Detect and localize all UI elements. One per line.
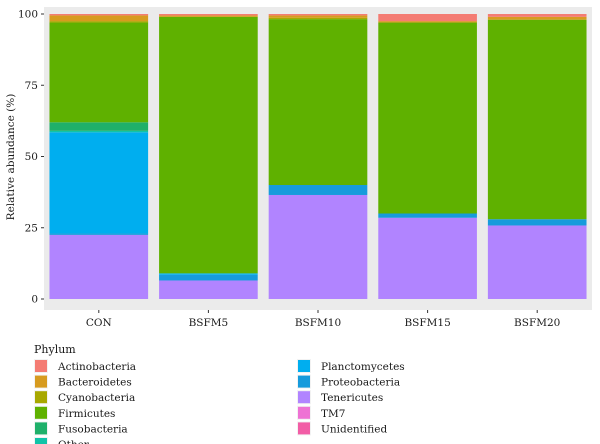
legend-label: Tenericutes bbox=[321, 392, 383, 404]
bar-segment-planctomycetes-bsfm5 bbox=[159, 273, 258, 275]
legend-title: Phylum bbox=[34, 343, 76, 356]
legend-label: Planctomycetes bbox=[321, 361, 405, 373]
legend-swatch bbox=[35, 406, 47, 419]
bar-segment-actinobacteria-bsfm10 bbox=[268, 14, 368, 16]
bar-segment-cyanobacteria-con bbox=[49, 21, 149, 23]
bar-segment-firmicutes-bsfm15 bbox=[378, 22, 477, 214]
bar-segment-planctomycetes-con bbox=[49, 132, 149, 234]
bar-segment-fusobacteria-con bbox=[49, 122, 149, 131]
bar-segment-firmicutes-con bbox=[49, 22, 149, 123]
legend-item-cyanobacteria: Cyanobacteria bbox=[34, 390, 135, 405]
bar-segment-proteobacteria-con bbox=[49, 233, 149, 235]
legend-swatch bbox=[298, 406, 310, 419]
bar-stack-bsfm10 bbox=[268, 14, 368, 299]
legend: Phylum Actinobacteria Bacteroidetes Cyanob… bbox=[34, 343, 405, 444]
legend-item-fusobacteria: Fusobacteria bbox=[34, 421, 128, 436]
bar-segment-tenericutes-con bbox=[49, 234, 149, 299]
bar-segment-bacteroidetes-con bbox=[49, 15, 149, 22]
legend-item-tm7: TM7 bbox=[297, 405, 345, 420]
bar-stack-bsfm15 bbox=[378, 14, 477, 299]
bar-segment-other-con bbox=[49, 130, 149, 133]
bar-segment-bacteroidetes-bsfm20 bbox=[487, 16, 587, 20]
bar-segment-actinobacteria-bsfm5 bbox=[159, 14, 258, 16]
bar-segment-firmicutes-bsfm5 bbox=[159, 16, 258, 274]
y-tick-label: 25 bbox=[25, 222, 38, 234]
bar-segment-actinobacteria-bsfm20 bbox=[487, 14, 587, 17]
legend-swatch bbox=[35, 422, 47, 435]
legend-item-unidentified: Unidentified bbox=[297, 421, 387, 436]
legend-item-actinobacteria: Actinobacteria bbox=[34, 359, 136, 373]
legend-item-bacteroidetes: Bacteroidetes bbox=[34, 374, 132, 389]
bar-segment-proteobacteria-bsfm10 bbox=[268, 185, 368, 195]
bar-segment-bacteroidetes-bsfm5 bbox=[159, 15, 258, 17]
bar-segment-proteobacteria-bsfm15 bbox=[378, 213, 477, 218]
bar-stack-bsfm5 bbox=[159, 14, 258, 299]
legend-label: Firmicutes bbox=[58, 408, 115, 420]
legend-swatch bbox=[298, 375, 310, 388]
legend-item-planctomycetes: Planctomycetes bbox=[297, 359, 405, 373]
y-tick-label: 0 bbox=[31, 294, 38, 306]
bar-stack-con bbox=[49, 14, 149, 299]
legend-swatch bbox=[298, 422, 310, 435]
legend-item-other: Other bbox=[34, 437, 90, 444]
y-axis: 0 25 50 75 100 bbox=[18, 9, 44, 306]
legend-swatch bbox=[35, 375, 47, 388]
bar-segment-proteobacteria-bsfm20 bbox=[487, 219, 587, 226]
legend-label: Actinobacteria bbox=[57, 361, 136, 373]
legend-swatch bbox=[35, 438, 47, 444]
bars bbox=[49, 14, 587, 299]
legend-label: Other bbox=[58, 439, 90, 444]
legend-label: TM7 bbox=[321, 408, 345, 420]
y-tick-label: 75 bbox=[25, 80, 38, 92]
y-tick-label: 50 bbox=[25, 151, 38, 163]
bar-segment-firmicutes-bsfm10 bbox=[268, 19, 368, 185]
bar-segment-tenericutes-bsfm15 bbox=[378, 217, 477, 299]
bar-segment-actinobacteria-bsfm15 bbox=[378, 14, 477, 22]
bar-segment-tenericutes-bsfm10 bbox=[268, 194, 368, 299]
legend-swatch bbox=[35, 360, 47, 372]
x-tick-label: BSFM20 bbox=[514, 317, 560, 329]
y-tick-label: 100 bbox=[18, 9, 38, 21]
legend-item-tenericutes: Tenericutes bbox=[297, 390, 383, 405]
legend-label: Bacteroidetes bbox=[58, 377, 132, 389]
legend-item-proteobacteria: Proteobacteria bbox=[297, 374, 400, 389]
legend-swatch bbox=[35, 391, 47, 404]
x-tick-label: BSFM15 bbox=[404, 317, 450, 329]
legend-label: Fusobacteria bbox=[58, 423, 128, 435]
bar-stack-bsfm20 bbox=[487, 14, 587, 299]
bar-segment-bacteroidetes-bsfm10 bbox=[268, 15, 368, 18]
bar-segment-bacteroidetes-bsfm15 bbox=[378, 21, 477, 23]
legend-label: Proteobacteria bbox=[321, 377, 400, 389]
bar-segment-proteobacteria-bsfm5 bbox=[159, 274, 258, 281]
x-tick-label: BSFM5 bbox=[189, 317, 229, 329]
bar-segment-firmicutes-bsfm20 bbox=[487, 19, 587, 220]
legend-swatch bbox=[298, 391, 310, 404]
bar-segment-actinobacteria-con bbox=[49, 14, 149, 16]
legend-item-firmicutes: Firmicutes bbox=[34, 405, 115, 420]
bar-segment-tenericutes-bsfm5 bbox=[159, 280, 258, 299]
legend-label: Cyanobacteria bbox=[58, 392, 135, 404]
legend-label: Unidentified bbox=[321, 423, 387, 435]
y-axis-title: Relative abundance (%) bbox=[5, 94, 17, 221]
x-tick-label: BSFM10 bbox=[295, 317, 341, 329]
legend-swatch bbox=[298, 360, 310, 372]
x-axis: CON BSFM5 BSFM10 BSFM15 BSFM20 bbox=[86, 310, 560, 329]
bar-segment-cyanobacteria-bsfm10 bbox=[268, 17, 368, 20]
x-tick-label: CON bbox=[86, 317, 112, 329]
bar-segment-tenericutes-bsfm20 bbox=[487, 225, 587, 299]
